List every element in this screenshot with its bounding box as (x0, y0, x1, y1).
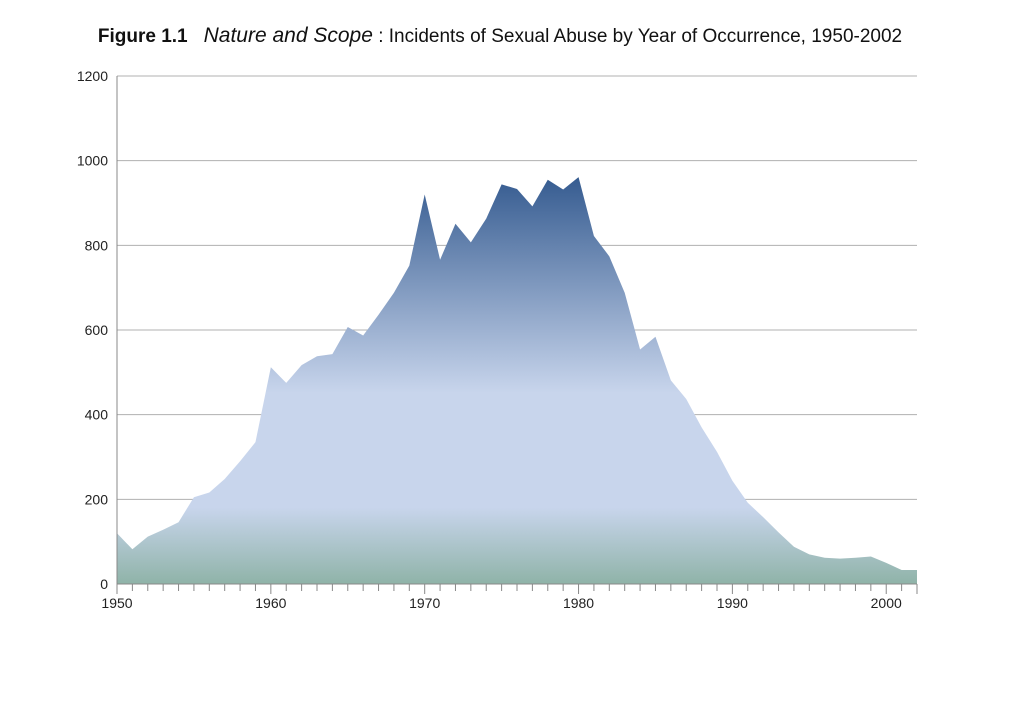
y-tick-labels: 0 200 400 600 800 1000 1200 (77, 68, 108, 592)
area-series-incidents (117, 177, 917, 584)
y-tick-label-600: 600 (85, 322, 109, 338)
x-tick-label-1960: 1960 (255, 595, 286, 611)
area-layer (117, 177, 917, 584)
x-tick-label-1970: 1970 (409, 595, 440, 611)
y-tick-label-200: 200 (85, 491, 109, 507)
x-tick-label-2000: 2000 (871, 595, 902, 611)
title-italic: Nature and Scope (203, 24, 373, 47)
y-tick-label-800: 800 (85, 237, 109, 253)
y-tick-label-1200: 1200 (77, 68, 108, 84)
x-ticks: 1950 1960 1970 1980 1990 2000 (101, 584, 918, 611)
x-tick-label-1980: 1980 (563, 595, 594, 611)
x-tick-label-1950: 1950 (101, 595, 132, 611)
x-tick-label-1990: 1990 (717, 595, 748, 611)
y-tick-label-1000: 1000 (77, 153, 108, 169)
title-rest: : Incidents of Sexual Abuse by Year of O… (372, 26, 903, 47)
y-tick-label-0: 0 (100, 576, 108, 592)
figure-label: Figure 1.1 (97, 26, 188, 47)
chart-title: Figure 1.1 Nature and Scope : Incidents o… (0, 24, 1000, 48)
y-tick-label-400: 400 (85, 407, 109, 423)
